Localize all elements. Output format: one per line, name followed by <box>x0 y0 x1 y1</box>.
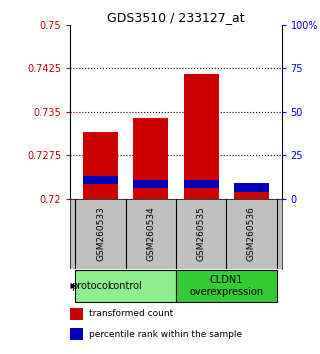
Bar <box>83 132 118 199</box>
Bar <box>184 180 219 188</box>
Bar <box>133 180 168 188</box>
Text: protocol: protocol <box>71 281 110 291</box>
Text: transformed count: transformed count <box>89 309 174 318</box>
Text: percentile rank within the sample: percentile rank within the sample <box>89 330 243 339</box>
Text: CLDN1
overexpression: CLDN1 overexpression <box>189 275 263 297</box>
Text: GSM260534: GSM260534 <box>146 206 155 261</box>
Bar <box>133 118 168 199</box>
Text: GSM260535: GSM260535 <box>197 206 206 261</box>
Bar <box>184 74 219 199</box>
Bar <box>83 176 118 184</box>
Bar <box>176 270 276 302</box>
Text: control: control <box>109 281 143 291</box>
Bar <box>234 183 269 192</box>
Bar <box>76 270 176 302</box>
Bar <box>234 184 269 199</box>
Bar <box>70 308 83 320</box>
Bar <box>70 328 83 341</box>
Text: GSM260536: GSM260536 <box>247 206 256 261</box>
Text: GSM260533: GSM260533 <box>96 206 105 261</box>
Title: GDS3510 / 233127_at: GDS3510 / 233127_at <box>107 11 245 24</box>
